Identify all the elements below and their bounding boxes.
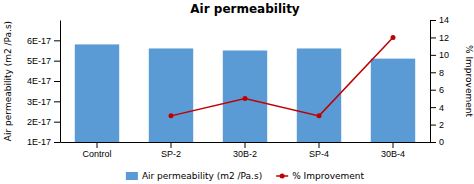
tick-mark <box>430 72 436 73</box>
markers <box>169 35 396 118</box>
tick-mark <box>54 142 60 143</box>
tick-mark <box>430 20 436 21</box>
tick: 5E-17 <box>27 56 60 66</box>
tick-mark <box>54 81 60 82</box>
tick: 0 <box>430 137 444 147</box>
tick: 2E-17 <box>27 117 60 127</box>
tick: 4E-17 <box>27 76 60 86</box>
tick-label: 0 <box>439 137 444 147</box>
y2-axis-title: % Improvement <box>464 45 474 117</box>
y-axis: 1E-17 2E-17 3E-17 4E-17 5E-17 6E-17 <box>27 21 61 148</box>
bar <box>223 51 267 143</box>
bar <box>371 59 415 142</box>
axis-line <box>60 21 61 143</box>
tick-mark <box>430 125 436 126</box>
tick-mark <box>319 142 320 148</box>
bar <box>149 48 193 142</box>
tick-mark <box>430 90 436 91</box>
tick-label: 2 <box>439 120 444 130</box>
title: Air permeability <box>190 2 300 16</box>
tick-label: SP-2 <box>161 149 181 159</box>
tick: 12 <box>430 33 449 43</box>
chart: Control SP-2 30B-2 SP-4 30B-4 1E-17 2E-17 3E-17… <box>0 0 474 184</box>
tick-mark <box>430 107 436 108</box>
tick-label: SP-4 <box>309 149 329 159</box>
tick: 2 <box>430 120 444 130</box>
y-axis-title: Air permeability (m2 /Pa.s) <box>3 21 13 141</box>
tick-mark <box>245 142 246 148</box>
legend-item: % Improvement <box>276 171 364 181</box>
tick: 30B-4 <box>381 142 405 159</box>
tick-mark <box>97 142 98 148</box>
bars <box>75 44 415 142</box>
tick-mark <box>54 101 60 102</box>
tick-label: 14 <box>439 15 449 25</box>
plot: Control SP-2 30B-2 SP-4 30B-4 1E-17 2E-17 3E-17… <box>27 15 449 162</box>
tick-label: 12 <box>439 33 449 43</box>
legend-item: Air permeability (m2 /Pa.s) <box>126 171 262 181</box>
tick-label: 10 <box>439 50 449 60</box>
tick: SP-2 <box>161 142 181 159</box>
tick: 1E-17 <box>27 137 60 147</box>
tick-label: 8 <box>439 68 444 78</box>
line <box>171 37 393 115</box>
tick-label: 1E-17 <box>27 137 51 147</box>
tick-mark <box>54 122 60 123</box>
axis-line <box>430 21 431 143</box>
tick-mark <box>54 40 60 41</box>
tick-label: 3E-17 <box>27 97 51 107</box>
tick-mark <box>430 55 436 56</box>
tick-label: 6E-17 <box>27 36 51 46</box>
tick-label: Control <box>82 149 111 159</box>
bar <box>75 44 119 142</box>
x-axis: Control SP-2 30B-2 SP-4 30B-4 <box>61 142 431 159</box>
marker <box>391 35 396 40</box>
tick: SP-4 <box>309 142 329 159</box>
tick-label: 6 <box>439 85 444 95</box>
legend-label: % Improvement <box>292 171 364 181</box>
tick-mark <box>171 142 172 148</box>
tick-label: 2E-17 <box>27 117 51 127</box>
tick-label: 5E-17 <box>27 56 51 66</box>
y2-axis: 0 2 4 6 8 10 12 14 <box>430 15 449 147</box>
marker <box>243 96 248 101</box>
legend-swatch <box>126 172 138 180</box>
bar <box>297 48 341 142</box>
tick: 6E-17 <box>27 36 60 46</box>
tick-label: 30B-4 <box>381 149 405 159</box>
tick-mark <box>430 37 436 38</box>
tick-mark <box>430 142 436 143</box>
tick-mark <box>393 142 394 148</box>
tick-label: 4E-17 <box>27 76 51 86</box>
tick-label: 30B-2 <box>233 149 257 159</box>
tick: 30B-2 <box>233 142 257 159</box>
legend: Air permeability (m2 /Pa.s) % Improvement <box>126 171 365 181</box>
tick: 8 <box>430 68 444 78</box>
marker <box>317 113 322 118</box>
legend-swatch <box>280 174 285 179</box>
tick: 10 <box>430 50 449 60</box>
tick: 3E-17 <box>27 97 60 107</box>
tick-label: 4 <box>439 103 444 113</box>
marks <box>75 35 415 142</box>
tick: 14 <box>430 15 449 25</box>
legend-label: Air permeability (m2 /Pa.s) <box>142 171 262 181</box>
tick: Control <box>82 142 111 159</box>
marker <box>169 113 174 118</box>
tick: 4 <box>430 103 444 113</box>
tick: 6 <box>430 85 444 95</box>
tick-mark <box>54 61 60 62</box>
